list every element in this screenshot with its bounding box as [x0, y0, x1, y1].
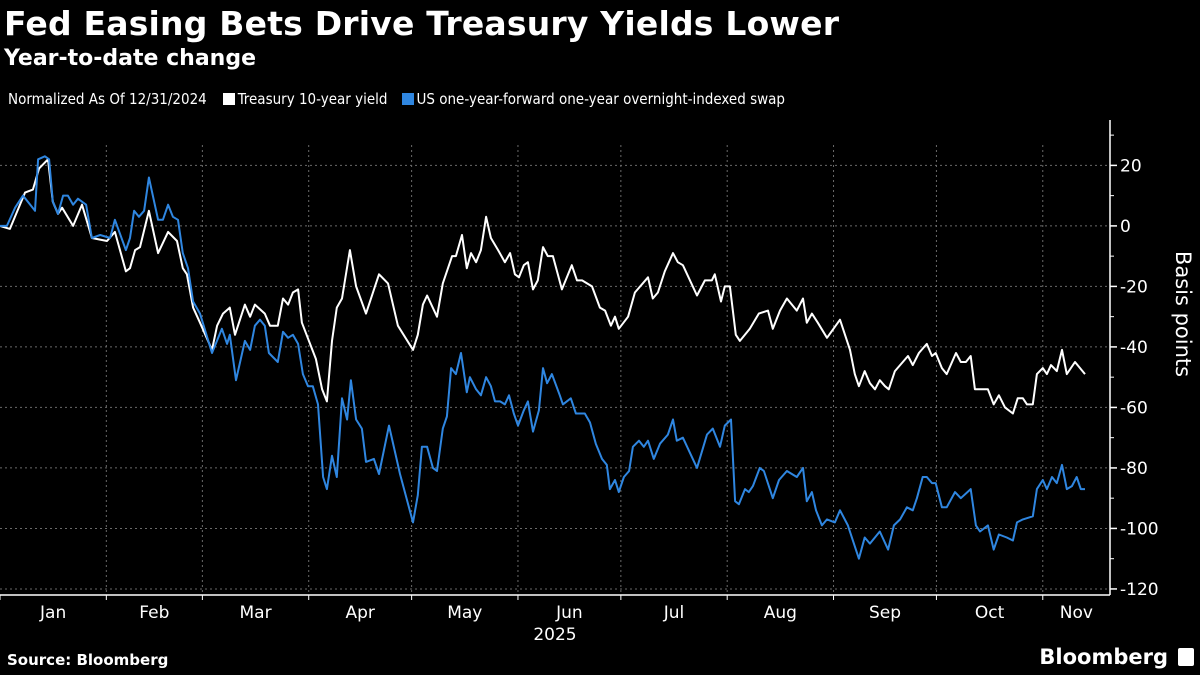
- x-tick-label: Apr: [345, 603, 374, 623]
- bloomberg-logo: Bloomberg: [1039, 645, 1194, 669]
- legend-label-treasury: Treasury 10-year yield: [237, 90, 388, 108]
- series-line-treasury-10y: [0, 158, 1086, 415]
- series-lines: [0, 155, 1086, 560]
- y-tick-label: -100: [1120, 519, 1159, 539]
- legend: Normalized As Of 12/31/2024 Treasury 10-…: [8, 90, 799, 108]
- x-tick-label: Jul: [663, 603, 685, 623]
- axes: 20 0 -20 -40 -60 -80 -100 -120 Jan Feb Mar Apr May Ju…: [0, 120, 1159, 623]
- x-tick-label: Jun: [555, 603, 583, 623]
- legend-item-treasury: Treasury 10-year yield: [222, 90, 388, 108]
- x-tick-label: Aug: [764, 603, 797, 623]
- legend-swatch-swap: [401, 93, 414, 105]
- source-note: Source: Bloomberg: [7, 651, 169, 669]
- y-tick-label: 20: [1120, 156, 1142, 176]
- x-tick-label: Nov: [1060, 603, 1093, 623]
- x-tick-label: Jan: [39, 603, 66, 623]
- chart-subtitle: Year-to-date change: [4, 46, 256, 71]
- series-line-ois-swap: [0, 155, 1085, 560]
- y-tick-label: -20: [1120, 277, 1148, 297]
- y-tick-label: -40: [1120, 338, 1148, 358]
- x-tick-label: Feb: [139, 603, 169, 623]
- x-axis-year-label: 2025: [533, 625, 576, 645]
- y-tick-label: -80: [1120, 459, 1148, 479]
- y-axis-label: Basis points: [1171, 251, 1195, 377]
- brand-name: Bloomberg: [1039, 645, 1168, 669]
- legend-item-swap: US one-year-forward one-year overnight-i…: [401, 90, 785, 108]
- legend-label-swap: US one-year-forward one-year overnight-i…: [416, 90, 785, 108]
- y-tick-label: -120: [1120, 580, 1159, 600]
- x-tick-label: Sep: [869, 603, 901, 623]
- legend-swatch-treasury: [222, 93, 235, 105]
- bloomberg-chart-icon: [1178, 648, 1194, 666]
- x-tick-label: May: [447, 603, 482, 623]
- y-tick-label: -60: [1120, 398, 1148, 418]
- x-tick-label: Oct: [975, 603, 1005, 623]
- chart-title: Fed Easing Bets Drive Treasury Yields Lo…: [4, 4, 840, 43]
- legend-note: Normalized As Of 12/31/2024: [8, 90, 207, 108]
- y-tick-label: 0: [1120, 217, 1131, 237]
- x-tick-label: Mar: [240, 603, 272, 623]
